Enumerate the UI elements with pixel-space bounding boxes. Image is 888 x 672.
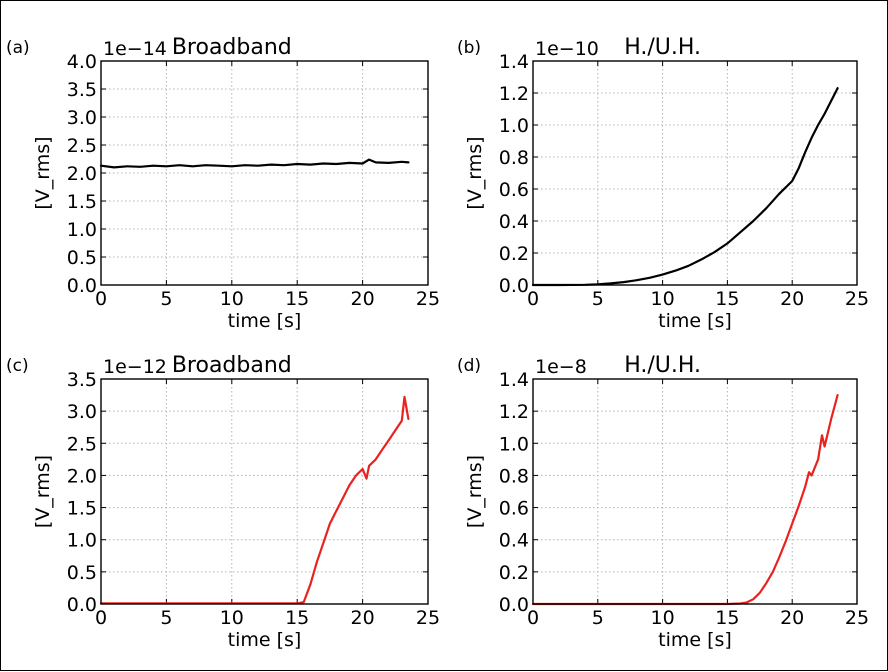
panel-label: (c) — [6, 356, 29, 376]
x-tick-label: 0 — [95, 607, 107, 629]
axes-frame — [532, 378, 858, 605]
y-tick-label: 0.2 — [499, 243, 529, 265]
y-tick-label: 2.0 — [67, 163, 97, 185]
x-tick-label: 10 — [220, 607, 244, 629]
x-tick-label: 20 — [351, 607, 375, 629]
x-tick-label: 5 — [160, 288, 172, 310]
x-tick-label: 15 — [715, 607, 739, 629]
x-tick-label: 0 — [95, 288, 107, 310]
y-tick-label: 1.2 — [499, 83, 529, 105]
chart-panel-3: 0 5 10 15 20 25 0.0 0.5 1.0 1.5 2.0 2.5 3.0 3.5 1e−12 B… — [6, 353, 440, 651]
chart-panel-1: 0 5 10 15 20 25 0.0 0.5 1.0 1.5 2.0 2.5 3.0 3.5 4.0 1e−… — [6, 35, 440, 332]
x-tick-label: 20 — [780, 607, 804, 629]
y-tick-label: 1.0 — [499, 433, 529, 455]
chart-title: Broadband — [172, 35, 292, 60]
y-tick-label: 0.6 — [499, 179, 529, 201]
x-tick-label: 15 — [285, 288, 309, 310]
y-tick-label: 3.5 — [67, 79, 97, 101]
x-tick-label: 25 — [845, 288, 869, 310]
panel-label: (a) — [6, 38, 30, 58]
axes-frame — [532, 60, 858, 286]
y-tick-label: 2.0 — [67, 465, 97, 487]
y-tick-label: 0.0 — [67, 275, 97, 297]
x-tick-label: 10 — [651, 288, 675, 310]
y-tick-label: 1.4 — [499, 369, 529, 391]
y-tick-label: 2.5 — [67, 433, 97, 455]
y-tick-label: 1.0 — [67, 219, 97, 241]
y-tick-label: 4.0 — [67, 51, 97, 73]
y-tick-label: 3.5 — [67, 369, 97, 391]
y-tick-label: 1.5 — [67, 498, 97, 520]
chart-title: Broadband — [172, 353, 292, 378]
x-axis-label: time [s] — [228, 629, 302, 651]
y-tick-label: 0.0 — [67, 594, 97, 616]
y-tick-label: 0.0 — [499, 594, 529, 616]
x-tick-label: 25 — [416, 288, 440, 310]
chart-title: H./U.H. — [624, 353, 701, 378]
series-line-1 — [531, 87, 839, 287]
axes-frame — [100, 378, 429, 605]
y-tick-label: 0.4 — [499, 530, 529, 552]
axis-scale-label: 1e−10 — [535, 38, 599, 60]
y-tick-label: 0.5 — [67, 247, 97, 269]
y-tick-label: 0.6 — [499, 498, 529, 520]
series-line-1 — [99, 395, 410, 605]
y-tick-label: 3.0 — [67, 107, 97, 129]
y-tick-label: 1.2 — [499, 401, 529, 423]
x-tick-label: 10 — [651, 607, 675, 629]
x-tick-label: 5 — [160, 607, 172, 629]
axes-frame — [100, 60, 429, 286]
x-tick-label: 5 — [592, 288, 604, 310]
axis-scale-label: 1e−12 — [103, 356, 167, 378]
chart-panel-4: 0 5 10 15 20 25 0.0 0.2 0.4 0.6 0.8 1.0 1.2 1.4 1e−8 H.… — [457, 353, 869, 651]
axis-scale-label: 1e−14 — [103, 38, 167, 60]
x-tick-label: 20 — [780, 288, 804, 310]
y-tick-label: 1.0 — [499, 115, 529, 137]
y-axis-label: [V_rms] — [464, 455, 486, 528]
y-tick-label: 3.0 — [67, 401, 97, 423]
x-tick-label: 15 — [285, 607, 309, 629]
y-tick-label: 1.0 — [67, 530, 97, 552]
chart-panel-2: 0 5 10 15 20 25 0.0 0.2 0.4 0.6 0.8 1.0 1.2 1.4 1e−10 H… — [457, 35, 869, 332]
y-axis-label: [V_rms] — [32, 136, 54, 209]
x-tick-label: 5 — [592, 607, 604, 629]
y-tick-label: 1.4 — [499, 51, 529, 73]
chart-title: H./U.H. — [624, 35, 701, 60]
y-tick-label: 0.4 — [499, 211, 529, 233]
axis-scale-label: 1e−8 — [535, 356, 587, 378]
x-axis-label: time [s] — [658, 629, 732, 651]
y-tick-label: 0.8 — [499, 147, 529, 169]
y-tick-label: 0.0 — [499, 275, 529, 297]
x-tick-label: 25 — [416, 607, 440, 629]
y-tick-label: 0.8 — [499, 465, 529, 487]
x-tick-label: 15 — [715, 288, 739, 310]
panel-label: (d) — [457, 356, 481, 376]
y-tick-label: 0.2 — [499, 562, 529, 584]
x-tick-label: 25 — [845, 607, 869, 629]
x-axis-label: time [s] — [228, 310, 302, 332]
series-line-1 — [99, 158, 410, 169]
x-tick-label: 10 — [220, 288, 244, 310]
y-tick-label: 0.5 — [67, 562, 97, 584]
panel-label: (b) — [457, 38, 481, 58]
y-axis-label: [V_rms] — [32, 455, 54, 528]
y-axis-label: [V_rms] — [464, 136, 486, 209]
x-tick-label: 20 — [351, 288, 375, 310]
x-tick-label: 0 — [527, 607, 539, 629]
y-tick-label: 2.5 — [67, 135, 97, 157]
y-tick-label: 1.5 — [67, 191, 97, 213]
x-axis-label: time [s] — [658, 310, 732, 332]
x-tick-label: 0 — [527, 288, 539, 310]
